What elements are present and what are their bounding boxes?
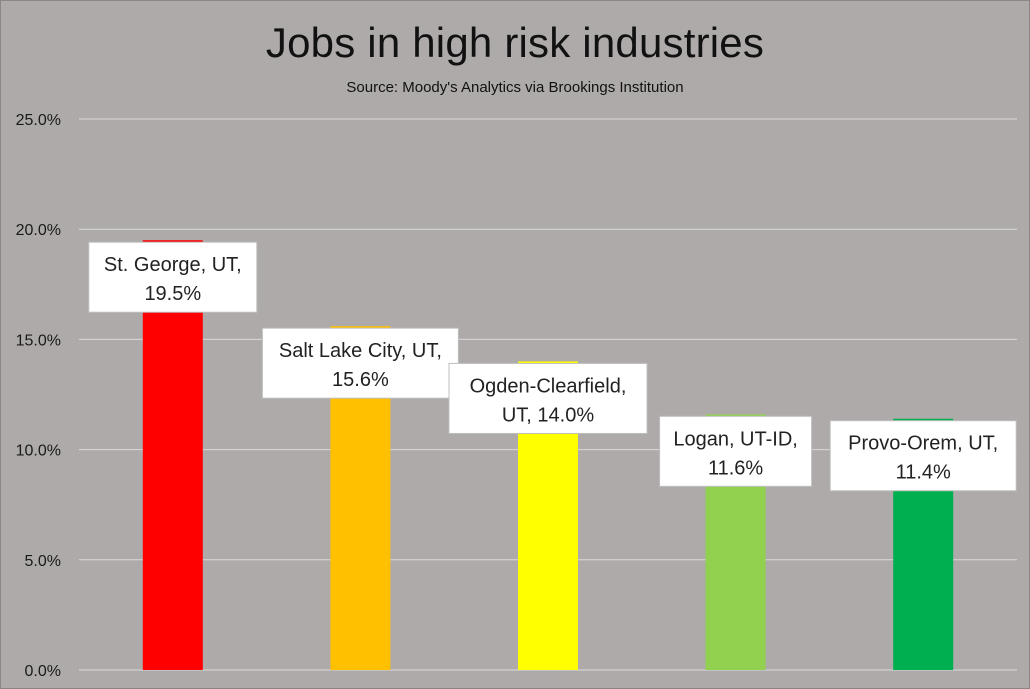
data-label-text: 11.4% xyxy=(896,462,951,484)
data-label-box xyxy=(659,415,813,487)
data-label: Ogden-Clearfield, UT, 14.0% xyxy=(448,362,648,434)
data-label-text: 11.6% xyxy=(708,457,763,479)
data-label-box xyxy=(829,420,1017,492)
data-label: Salt Lake City, UT, 15.6% xyxy=(261,327,459,399)
y-tick-label: 20.0% xyxy=(16,222,61,239)
y-tick-label: 0.0% xyxy=(25,663,61,680)
data-label: Provo-Orem, UT, 11.4% xyxy=(829,420,1017,492)
data-label-box xyxy=(88,241,258,313)
y-tick-label: 15.0% xyxy=(16,332,61,349)
data-label: St. George, UT, 19.5% xyxy=(88,241,258,313)
data-label-text: Provo-Orem, UT, xyxy=(848,433,998,455)
data-label-text: St. George, UT, xyxy=(104,254,242,276)
data-label-text: Ogden-Clearfield, xyxy=(470,375,627,397)
data-label-text: 19.5% xyxy=(144,283,201,305)
chart-title: Jobs in high risk industries xyxy=(265,19,765,66)
data-label-box xyxy=(448,362,648,434)
data-label-text: 15.6% xyxy=(332,369,389,391)
data-label-text: Salt Lake City, UT, xyxy=(279,340,442,362)
data-label-text: Logan, UT-ID, xyxy=(673,428,798,450)
y-tick-label: 10.0% xyxy=(16,443,61,460)
y-tick-label: 5.0% xyxy=(25,553,61,570)
y-tick-label: 25.0% xyxy=(16,112,61,129)
data-label-text: UT, 14.0% xyxy=(502,404,594,426)
chart-subtitle: Source: Moody's Analytics via Brookings … xyxy=(346,79,684,96)
data-label-box xyxy=(261,327,459,399)
data-label: Logan, UT-ID, 11.6% xyxy=(659,415,813,487)
